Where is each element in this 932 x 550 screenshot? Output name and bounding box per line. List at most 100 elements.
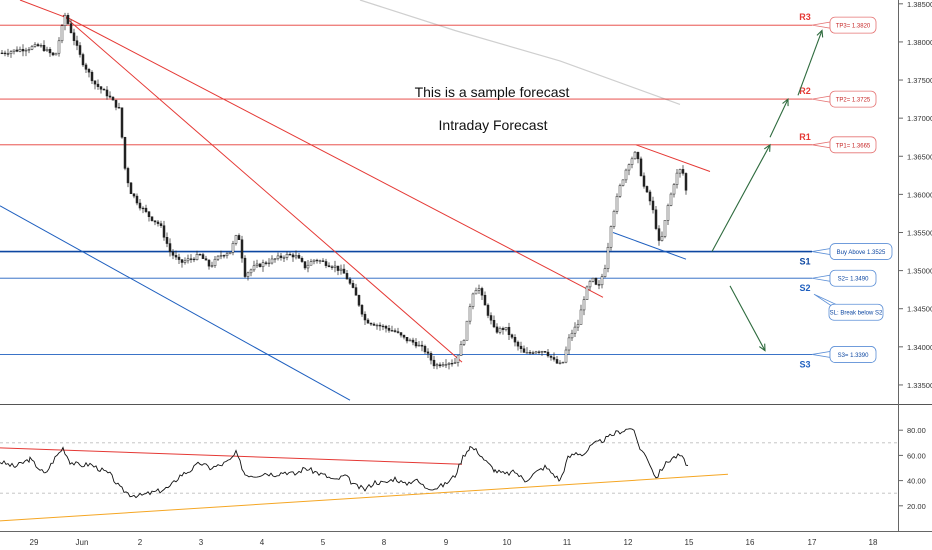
price-trendline [62,14,604,298]
candle-body [612,211,616,227]
candle-body [69,23,73,34]
level-notes: TP3= 1.3820 TP2= 1.3725 TP1= 1.3665 Buy Abo… [811,16,893,363]
candle-body [474,290,478,295]
candle-body [639,158,643,177]
time-tick-label: 18 [869,538,878,547]
candle-body [642,175,646,187]
level-note-box [829,243,893,260]
candle-body [672,184,676,195]
candle-body [393,330,397,332]
oscillator-tick-label: 40.00 [907,477,926,486]
candle-body [630,158,634,165]
price-tick-label: 1.37500 [907,76,932,85]
price-tick-label: 1.38000 [907,38,932,47]
candle-body [24,49,28,52]
candle-body [249,269,253,274]
candle-body [210,265,214,267]
candle-body [141,207,145,210]
price-trendline [19,0,71,20]
candle-body [684,173,688,191]
candle-body [15,49,19,52]
candle-body [552,357,556,360]
candle-body [486,304,490,316]
candle-body [45,49,49,51]
candle-body [300,258,304,262]
candle-body [582,299,586,311]
candle-body [33,44,37,47]
level-note-box [829,136,877,154]
candle-body [504,326,508,330]
candle-body [516,341,520,347]
candle-body [3,52,7,55]
candle-body [234,235,238,244]
candle-body [681,169,685,174]
candle-body [576,324,580,328]
level-note-box [829,269,877,287]
forecast-arrow-head [816,29,824,38]
candle-body [6,53,10,55]
time-tick-label: 11 [563,538,572,547]
candle-body [75,40,79,46]
time-tick-label: 3 [199,538,204,547]
candle-body [93,80,97,85]
candle-body [675,172,679,185]
candle-body [585,286,589,300]
candle-body [477,288,481,291]
candle-body [405,337,409,342]
time-tick-label: 12 [624,538,633,547]
candle-body [360,305,364,315]
candle-body [102,89,106,91]
candle-body [519,345,523,349]
candle-body [432,359,436,367]
candle-body [492,319,496,328]
level-note-s1: Buy Above 1.3525 [811,243,893,260]
oscillator-axis: 80.00 60.00 40.00 20.00 [898,426,926,511]
stop-note-text: SL: Break below S2 [830,311,883,317]
candle-body [615,196,619,212]
level-note-text: S3= 1.3390 [838,353,870,359]
forecast-arrow-shaft [729,285,766,351]
candle-body [51,52,55,56]
level-label-r1: R1 [799,132,811,142]
forecast-arrow-head [763,143,771,152]
oscillator-panel [0,405,898,531]
price-trendline [635,144,711,172]
forecast-arrow-shaft [769,98,789,138]
level-note-s2: S2= 1.3490 [811,269,877,287]
level-label-s2: S2 [799,283,810,293]
candle-body [468,306,472,322]
candle-body [633,151,637,160]
candle-body [231,243,235,253]
candle-body [678,169,682,174]
time-tick-label: 4 [260,538,265,547]
candle-body [603,268,607,277]
candle-body [597,284,601,286]
time-tick-label: Jun [76,538,89,547]
candle-body [48,49,52,54]
candle-body [198,254,202,256]
candle-body [537,351,541,353]
candle-body [111,96,115,101]
candle-body [555,359,559,364]
candle-body [213,258,217,266]
candle-body [237,235,241,240]
candle-body [501,328,505,330]
candle-body [282,257,286,259]
price-axis: 1.38500 1.38000 1.37500 1.37000 1.36500 1.360… [898,0,932,390]
chart-subtitle: Intraday Forecast [439,117,548,133]
candle-body [495,326,499,333]
candle-body [30,46,34,50]
candle-body [285,253,289,258]
level-note-box [829,16,877,34]
candle-body [543,351,547,353]
level-label-r3: R3 [799,12,811,22]
candle-body [36,44,40,47]
candle-body [174,255,178,258]
candle-body [87,69,91,73]
candle-body [618,185,622,197]
candle-body [228,252,232,255]
price-tick-label: 1.36500 [907,152,932,161]
candle-body [270,258,274,264]
candle-body [39,45,43,47]
candle-body [426,351,430,354]
